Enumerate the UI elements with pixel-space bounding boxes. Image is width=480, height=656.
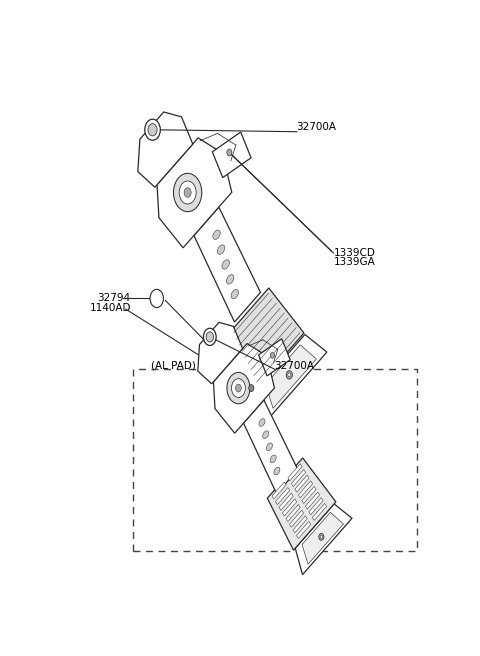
Text: 1339GA: 1339GA bbox=[334, 257, 375, 267]
Text: 1339CD: 1339CD bbox=[334, 248, 375, 258]
Polygon shape bbox=[279, 493, 293, 510]
Polygon shape bbox=[194, 207, 261, 322]
Circle shape bbox=[231, 379, 245, 398]
Polygon shape bbox=[272, 482, 286, 499]
Circle shape bbox=[179, 181, 196, 204]
Text: 32700A: 32700A bbox=[274, 361, 314, 371]
Circle shape bbox=[227, 373, 250, 403]
Polygon shape bbox=[295, 475, 309, 492]
Polygon shape bbox=[302, 512, 344, 564]
Polygon shape bbox=[265, 345, 316, 409]
Polygon shape bbox=[288, 464, 302, 481]
Polygon shape bbox=[230, 288, 304, 387]
Polygon shape bbox=[259, 338, 290, 376]
Polygon shape bbox=[309, 498, 323, 515]
Polygon shape bbox=[282, 499, 297, 516]
Text: (AL PAD): (AL PAD) bbox=[151, 361, 196, 371]
Circle shape bbox=[145, 119, 160, 140]
FancyBboxPatch shape bbox=[132, 369, 417, 551]
Circle shape bbox=[148, 123, 157, 136]
Polygon shape bbox=[305, 492, 320, 509]
Polygon shape bbox=[295, 504, 352, 575]
Circle shape bbox=[288, 373, 291, 377]
Ellipse shape bbox=[231, 289, 239, 299]
Circle shape bbox=[227, 149, 232, 156]
Polygon shape bbox=[312, 503, 326, 520]
Text: 32700A: 32700A bbox=[296, 122, 336, 132]
Polygon shape bbox=[291, 470, 306, 487]
Ellipse shape bbox=[222, 260, 229, 269]
Polygon shape bbox=[276, 487, 290, 504]
Ellipse shape bbox=[213, 230, 220, 239]
Circle shape bbox=[204, 328, 216, 346]
Circle shape bbox=[173, 173, 202, 212]
Circle shape bbox=[184, 188, 191, 197]
Polygon shape bbox=[157, 138, 232, 248]
Ellipse shape bbox=[227, 275, 234, 284]
Polygon shape bbox=[214, 344, 275, 433]
Polygon shape bbox=[299, 481, 312, 498]
Circle shape bbox=[206, 332, 214, 342]
Circle shape bbox=[270, 353, 275, 358]
Polygon shape bbox=[286, 504, 300, 522]
Ellipse shape bbox=[259, 419, 265, 426]
Polygon shape bbox=[293, 516, 307, 533]
Ellipse shape bbox=[266, 443, 273, 451]
Ellipse shape bbox=[217, 245, 225, 255]
Polygon shape bbox=[257, 335, 327, 421]
Circle shape bbox=[319, 533, 324, 541]
Ellipse shape bbox=[274, 467, 280, 475]
Ellipse shape bbox=[263, 431, 269, 438]
Polygon shape bbox=[302, 486, 316, 504]
Circle shape bbox=[320, 535, 323, 539]
Polygon shape bbox=[267, 458, 336, 550]
Circle shape bbox=[150, 289, 163, 308]
Polygon shape bbox=[243, 400, 298, 494]
Text: 32794: 32794 bbox=[97, 293, 131, 304]
Polygon shape bbox=[297, 522, 311, 539]
Polygon shape bbox=[198, 322, 242, 384]
Circle shape bbox=[236, 384, 241, 392]
Ellipse shape bbox=[270, 455, 276, 462]
Polygon shape bbox=[212, 132, 251, 178]
Polygon shape bbox=[289, 510, 304, 527]
Polygon shape bbox=[138, 112, 193, 187]
Text: 1140AD: 1140AD bbox=[90, 302, 131, 312]
Circle shape bbox=[249, 384, 254, 392]
Circle shape bbox=[286, 371, 292, 379]
